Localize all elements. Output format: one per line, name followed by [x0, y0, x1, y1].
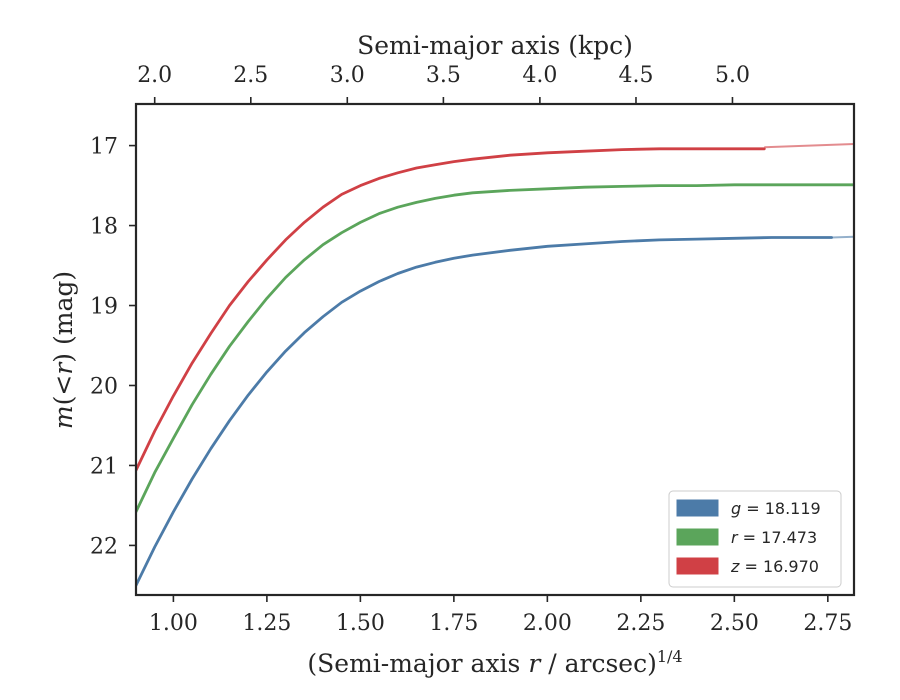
legend-label-r: r = 17.473 [731, 528, 817, 547]
top-x-tick-label: 3.5 [426, 63, 461, 88]
top-x-tick-label: 3.0 [330, 63, 365, 88]
plot-contents [136, 143, 854, 587]
legend-swatch-g [676, 499, 719, 517]
y-tick-label: 19 [90, 295, 118, 320]
y-tick-label: 18 [90, 215, 118, 240]
series-g-line [136, 236, 833, 587]
series-z-extension-line [764, 143, 854, 149]
series-g-extension-line [831, 235, 854, 239]
left-y-axis: 17 18 19 20 21 22 [90, 135, 136, 559]
x-tick-label: 1.00 [149, 611, 198, 636]
top-x-axis-label: Semi-major axis (kpc) [357, 31, 633, 60]
top-x-tick-label: 5.0 [715, 63, 750, 88]
x-tick-label: 2.50 [710, 611, 759, 636]
legend-label-z: z = 16.970 [730, 557, 819, 576]
plot-frame [134, 102, 856, 597]
y-tick-label: 22 [90, 534, 118, 559]
y-tick-label: 21 [90, 454, 118, 479]
legend-swatch-r [676, 528, 719, 546]
x-axis-label: (Semi-major axis r / arcsec)1/4 [307, 647, 682, 678]
top-x-tick-label: 2.5 [233, 63, 268, 88]
legend: g = 18.119 r = 17.473 z = 16.970 [668, 490, 842, 588]
x-tick-label: 1.50 [336, 611, 385, 636]
x-tick-label: 1.75 [429, 611, 478, 636]
top-x-axis: 2.0 2.5 3.0 3.5 4.0 4.5 5.0 [137, 63, 750, 104]
y-axis-label: m(<r) (mag) [49, 271, 78, 429]
x-tick-label: 1.25 [242, 611, 291, 636]
top-x-tick-label: 4.0 [522, 63, 557, 88]
x-tick-label: 2.75 [803, 611, 852, 636]
y-tick-label: 20 [90, 374, 118, 399]
series-z-line [136, 147, 766, 472]
y-tick-label: 17 [90, 135, 118, 160]
series-r-line [136, 183, 854, 514]
top-x-tick-label: 4.5 [618, 63, 653, 88]
x-tick-label: 2.00 [523, 611, 572, 636]
legend-label-g: g = 18.119 [731, 499, 821, 518]
bottom-x-axis: 1.00 1.25 1.50 1.75 2.00 2.25 2.50 2.75 [149, 595, 852, 636]
top-x-tick-label: 2.0 [137, 63, 172, 88]
legend-swatch-z [676, 557, 719, 575]
x-tick-label: 2.25 [616, 611, 665, 636]
